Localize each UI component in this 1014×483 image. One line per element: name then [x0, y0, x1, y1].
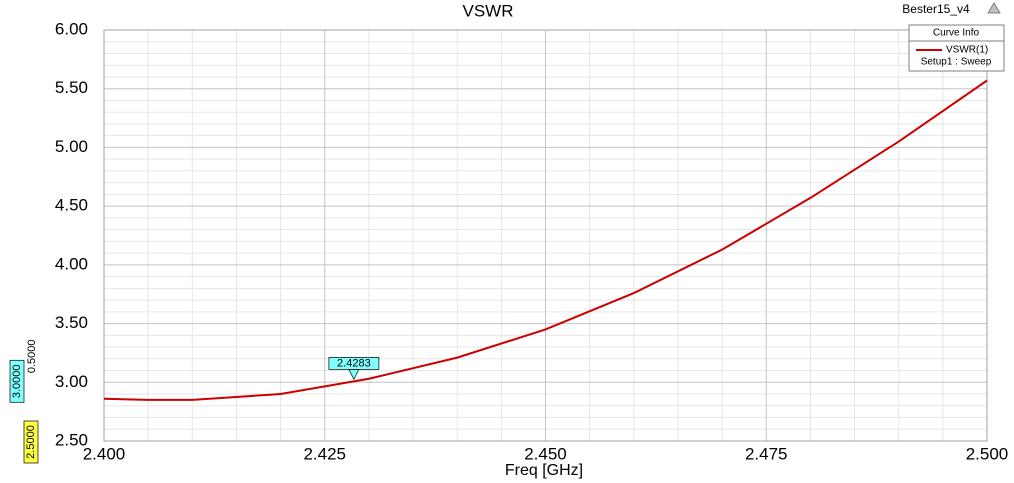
- y-tick-label: 2.50: [55, 430, 88, 449]
- legend-title: Curve Info: [933, 28, 980, 39]
- y-marker-box: [23, 420, 39, 464]
- icon: [987, 2, 1001, 14]
- y-marker-label: 3.0000: [11, 364, 23, 398]
- y-tick-label: 4.00: [55, 254, 88, 273]
- x-tick-label: 2.500: [966, 444, 1009, 463]
- marker-box: [328, 357, 380, 370]
- series-line: [103, 79, 988, 401]
- x-axis-label: Freq [GHz]: [505, 462, 583, 479]
- plot-frame: [103, 29, 988, 442]
- y-tick-label: 4.50: [55, 196, 88, 215]
- y-tick-label: 3.00: [55, 372, 88, 391]
- x-tick-label: 2.475: [745, 444, 788, 463]
- y-tick-label: 3.50: [55, 313, 88, 332]
- y-tick-label: 6.00: [55, 19, 88, 38]
- x-tick-label: 2.425: [303, 444, 346, 463]
- project-name: Bester15_v4: [902, 2, 970, 16]
- y-marker-delta: 0.5000: [26, 339, 38, 373]
- y-marker-label: 2.5000: [25, 425, 37, 459]
- marker-label: 2.4283: [337, 357, 371, 369]
- x-tick-label: 2.400: [83, 444, 126, 463]
- chart-title: VSWR: [463, 1, 514, 20]
- legend-label: VSWR(1): [946, 45, 988, 56]
- y-marker-box: [9, 359, 25, 403]
- legend-subtitle: Setup1 : Sweep: [921, 57, 992, 68]
- x-tick-label: 2.450: [524, 444, 567, 463]
- y-tick-label: 5.50: [55, 78, 88, 97]
- legend-box: [908, 24, 1005, 72]
- y-tick-label: 5.00: [55, 137, 88, 156]
